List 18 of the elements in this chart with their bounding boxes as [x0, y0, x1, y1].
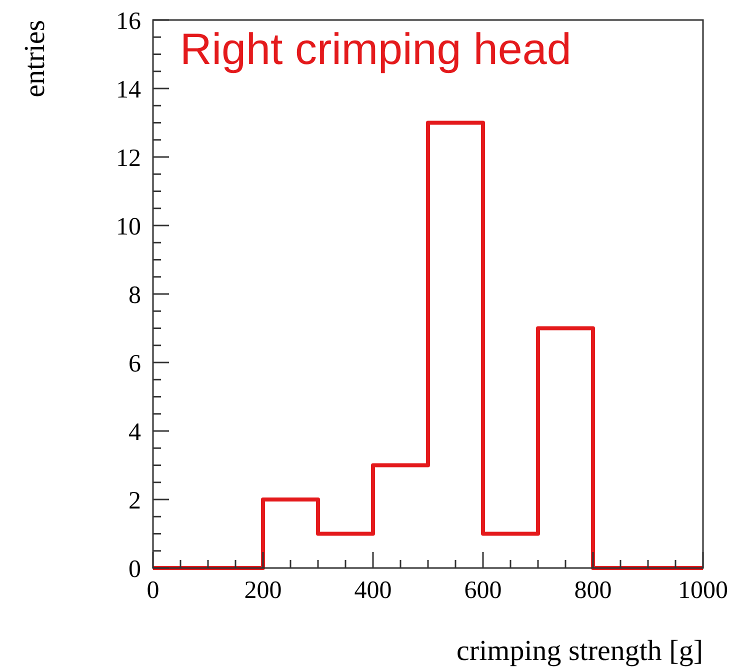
- y-tick-label: 2: [128, 487, 141, 514]
- y-tick-label: 16: [116, 8, 141, 35]
- x-tick-label: 400: [354, 577, 392, 604]
- x-tick-label: 1000: [678, 577, 728, 604]
- x-tick-label: 0: [146, 577, 160, 604]
- x-axis-title: crimping strength [g]: [456, 635, 703, 667]
- y-tick-label: 0: [128, 556, 141, 583]
- x-tick-label: 800: [574, 577, 612, 604]
- y-tick-label: 12: [116, 144, 141, 172]
- chart-title: Right crimping head: [180, 25, 572, 74]
- y-tick-label: 4: [128, 418, 142, 446]
- y-tick-label: 10: [116, 213, 141, 240]
- y-tick-label: 8: [128, 282, 141, 309]
- y-axis-title: entries: [19, 20, 51, 98]
- x-tick-label: 600: [464, 577, 502, 604]
- y-tick-label: 6: [128, 350, 141, 378]
- y-tick-label: 14: [116, 76, 142, 104]
- x-tick-label: 200: [244, 577, 282, 604]
